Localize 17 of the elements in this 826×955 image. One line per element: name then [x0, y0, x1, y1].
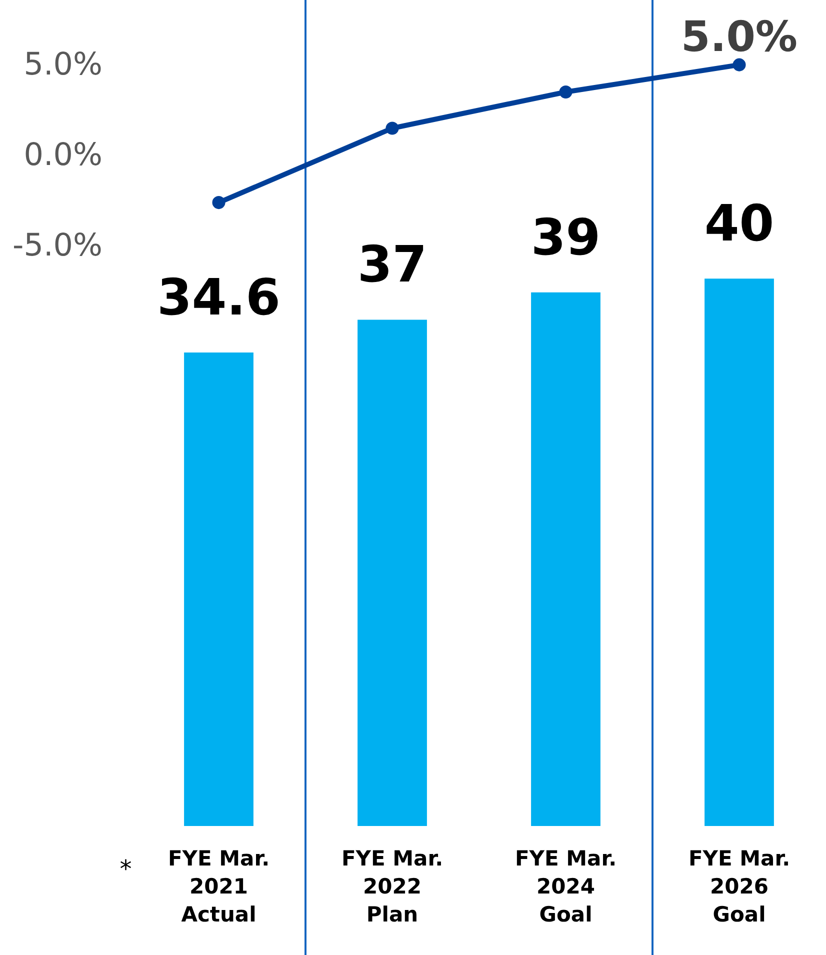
x-tick-label: FYE Mar. 2021 Actual	[168, 846, 270, 926]
data-label: 37	[357, 236, 428, 294]
data-label: 40	[704, 194, 774, 253]
y-tick-label: -5.0%	[12, 228, 102, 264]
x-tick-label: FYE Mar. 2022 Plan	[341, 846, 444, 926]
data-label: 39	[530, 208, 601, 266]
y-tick-label: 5.0%	[24, 46, 102, 82]
text: *	[120, 855, 132, 883]
data-label: 34.6	[157, 268, 280, 327]
x-tick-label: FYE Mar. 2026 Goal	[688, 846, 790, 926]
data-label: 5.0%	[681, 12, 798, 61]
point	[732, 58, 746, 72]
point	[212, 196, 226, 210]
point	[386, 122, 399, 135]
point	[559, 85, 572, 98]
x-tick-label: FYE Mar. 2024 Goal	[514, 846, 617, 926]
y-tick-label: 0.0%	[24, 136, 102, 173]
